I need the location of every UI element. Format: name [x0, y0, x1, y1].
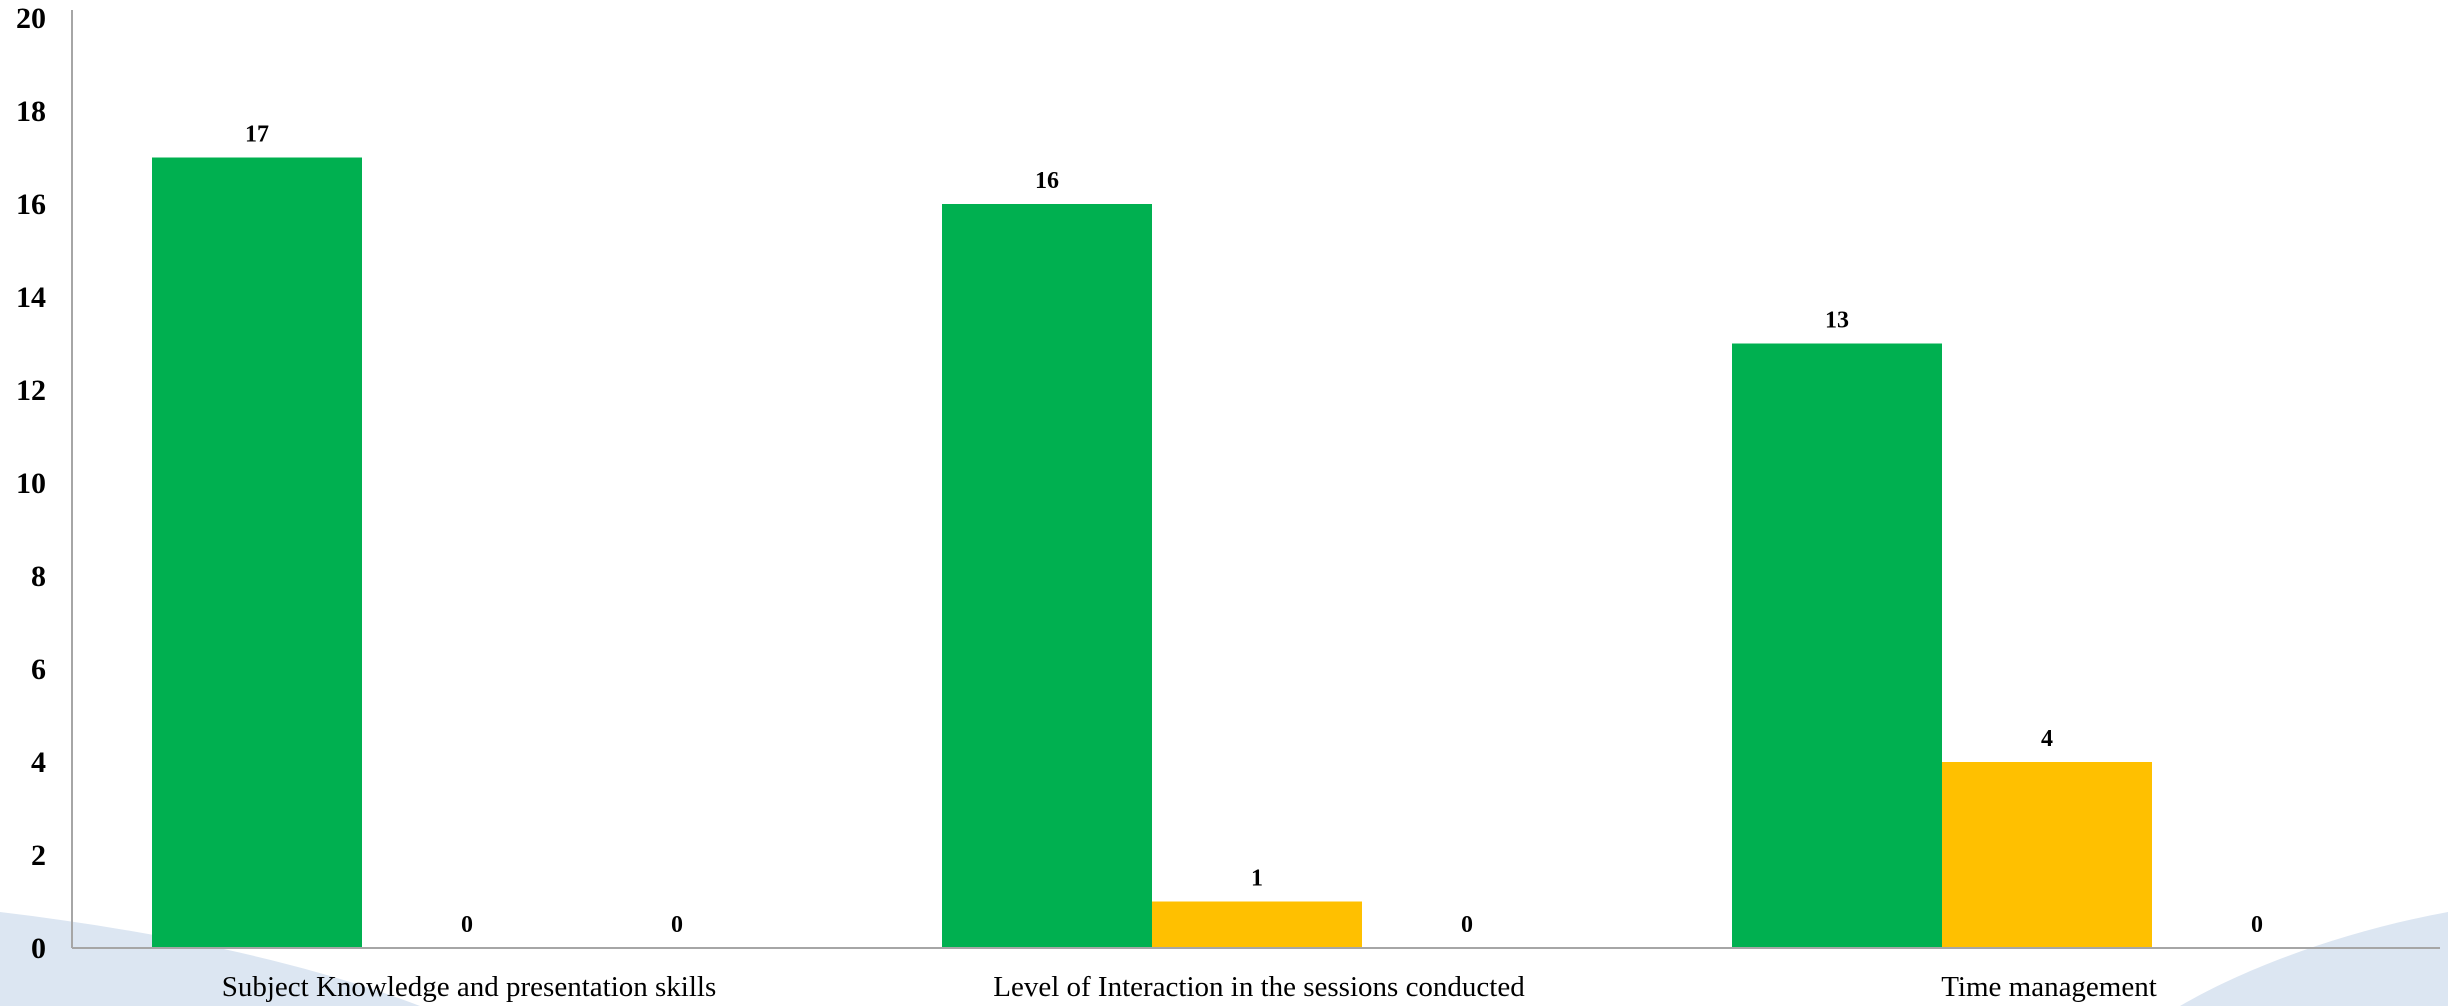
data-label: 13 [1825, 308, 1849, 334]
y-tick-label: 18 [16, 95, 46, 128]
data-label: 4 [2041, 726, 2053, 752]
y-tick-label: 6 [31, 653, 46, 686]
y-tick-label: 8 [31, 560, 46, 593]
x-category-label: Subject Knowledge and presentation skill… [222, 971, 717, 1003]
data-label: 0 [2251, 912, 2263, 938]
bar [1152, 901, 1362, 948]
background-wave-right [2180, 912, 2448, 1006]
y-axis-ticks: 0 2 4 6 8 10 12 14 16 18 20 [16, 2, 46, 965]
bar [1942, 762, 2152, 948]
bar [942, 204, 1152, 948]
background-wave-left [0, 912, 420, 1006]
data-label: 0 [1461, 912, 1473, 938]
bar [1732, 343, 1942, 948]
bars-layer [152, 157, 2152, 948]
data-labels-layer: 17 0 0 16 1 0 13 4 0 [245, 122, 2263, 939]
data-label: 1 [1251, 866, 1263, 892]
y-tick-label: 16 [16, 188, 46, 221]
axes-layer [71, 10, 2440, 949]
y-tick-label: 0 [31, 932, 46, 965]
y-tick-label: 12 [16, 374, 46, 407]
x-category-label: Level of Interaction in the sessions con… [993, 971, 1525, 1003]
y-tick-label: 14 [16, 281, 46, 314]
bar [152, 157, 362, 948]
data-label: 0 [461, 912, 473, 938]
x-category-label: Time management [1941, 971, 2157, 1003]
y-tick-label: 2 [31, 839, 46, 872]
data-label: 17 [245, 122, 269, 148]
data-label: 0 [671, 912, 683, 938]
y-tick-label: 10 [16, 467, 46, 500]
y-tick-label: 20 [16, 2, 46, 35]
x-axis-categories: Subject Knowledge and presentation skill… [222, 971, 2157, 1003]
data-label: 16 [1035, 168, 1059, 194]
y-tick-label: 4 [31, 746, 46, 779]
